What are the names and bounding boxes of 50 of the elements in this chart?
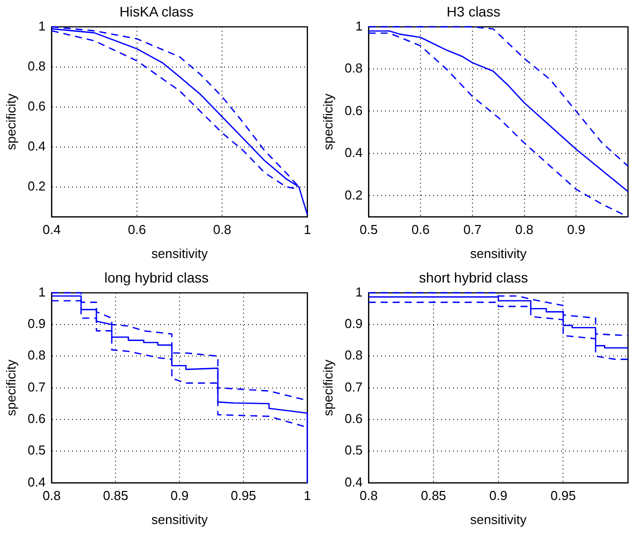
y-tick-label: 0.5: [28, 442, 46, 458]
y-tick-label: 0.4: [344, 145, 363, 160]
x-tick-label: 0.6: [412, 222, 430, 238]
x-tick-label: 0.85: [102, 488, 128, 504]
x-tick-label: 0.9: [489, 488, 508, 504]
x-tick-label: 0.8: [515, 222, 534, 238]
y-tick-label: 0.6: [28, 98, 46, 114]
x-tick-label: 0.8: [213, 222, 232, 238]
chart-title: H3 class: [446, 3, 500, 20]
y-tick-label: 0.4: [28, 474, 46, 490]
x-tick-label: 0.7: [463, 222, 482, 238]
x-tick-label: 0.95: [230, 488, 256, 504]
y-axis-title: specificity: [3, 359, 18, 416]
y-tick-label: 0.8: [344, 348, 363, 363]
y-tick-label: 0.2: [344, 187, 363, 202]
y-axis-title: specificity: [320, 93, 336, 150]
y-tick-label: 1: [355, 18, 363, 34]
y-tick-label: 0.6: [344, 102, 363, 118]
y-tick-label: 0.6: [28, 411, 46, 426]
x-axis-title: sensitivity: [470, 512, 528, 527]
y-tick-label: 1: [38, 284, 46, 300]
y-tick-label: 0.7: [28, 379, 46, 394]
x-tick-label: 1: [304, 488, 311, 504]
y-tick-label: 0.8: [28, 348, 46, 363]
y-tick-label: 0.4: [344, 474, 363, 490]
y-tick-label: 1: [355, 284, 363, 300]
x-tick-label: 1: [304, 222, 311, 238]
y-tick-label: 1: [38, 18, 46, 34]
y-tick-label: 0.2: [28, 178, 46, 194]
y-tick-label: 0.9: [28, 316, 46, 332]
y-tick-label: 0.7: [344, 379, 363, 394]
chart-title: short hybrid class: [419, 269, 528, 286]
x-tick-label: 0.9: [170, 488, 189, 504]
y-tick-label: 0.8: [344, 60, 363, 76]
x-tick-label: 0.9: [567, 222, 586, 238]
x-axis-title: sensitivity: [470, 246, 528, 261]
y-tick-label: 0.6: [344, 411, 363, 426]
y-tick-label: 0.8: [28, 58, 46, 74]
y-tick-label: 0.4: [28, 138, 46, 154]
y-tick-label: 0.9: [344, 316, 363, 332]
chart-title: long hybrid class: [104, 269, 209, 286]
x-axis-title: sensitivity: [151, 246, 208, 261]
y-axis-title: specificity: [320, 359, 336, 416]
chart-title: HisKA class: [120, 3, 194, 20]
x-axis-title: sensitivity: [151, 512, 208, 527]
y-tick-label: 0.5: [344, 442, 363, 458]
x-tick-label: 0.95: [550, 488, 576, 504]
y-axis-title: specificity: [3, 93, 18, 150]
x-tick-label: 0.85: [420, 488, 446, 504]
x-tick-label: 0.6: [128, 222, 146, 238]
